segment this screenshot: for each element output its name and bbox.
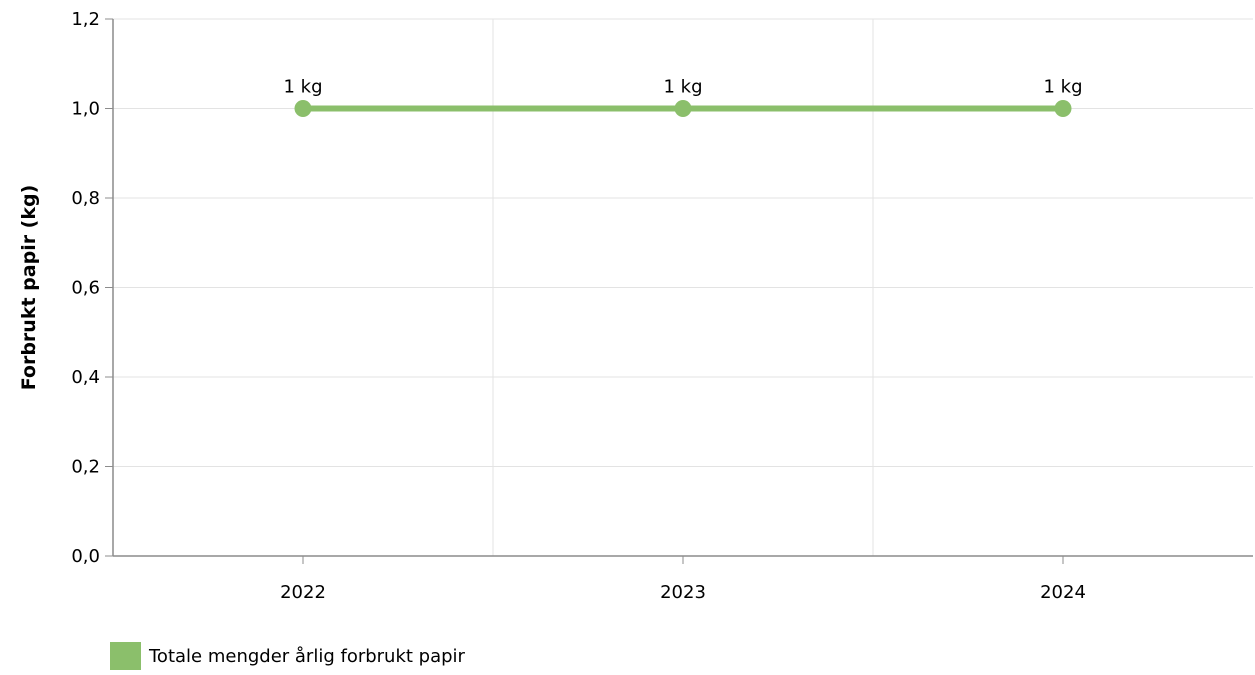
legend-label: Totale mengder årlig forbrukt papir (149, 645, 465, 667)
data-point (294, 100, 312, 117)
y-tick-label: 1,0 (71, 99, 100, 120)
data-label: 1 kg (663, 77, 702, 98)
data-label: 1 kg (1043, 77, 1082, 98)
y-axis-ticks: 0,0 0,2 0,4 0,6 0,8 1,0 1,2 (71, 9, 113, 567)
grid-lines (113, 18, 1253, 556)
y-tick-label: 0,6 (71, 278, 100, 299)
data-point (674, 100, 692, 117)
series-group: 1 kg 1 kg 1 kg (283, 77, 1083, 117)
y-tick-label: 0,2 (71, 457, 100, 478)
legend-swatch (110, 642, 141, 670)
y-axis-title: Forbrukt papir (kg) (18, 185, 40, 391)
y-tick-label: 0,4 (71, 367, 100, 388)
legend: Totale mengder årlig forbrukt papir (110, 642, 465, 670)
y-tick-label: 0,8 (71, 188, 100, 209)
y-tick-label: 0,0 (71, 546, 100, 567)
x-tick-label: 2023 (660, 582, 706, 603)
x-axis-ticks: 2022 2023 2024 (280, 556, 1086, 603)
data-label: 1 kg (283, 77, 322, 98)
x-tick-label: 2024 (1040, 582, 1086, 603)
data-point (1054, 100, 1072, 117)
x-tick-label: 2022 (280, 582, 326, 603)
y-tick-label: 1,2 (71, 9, 100, 30)
